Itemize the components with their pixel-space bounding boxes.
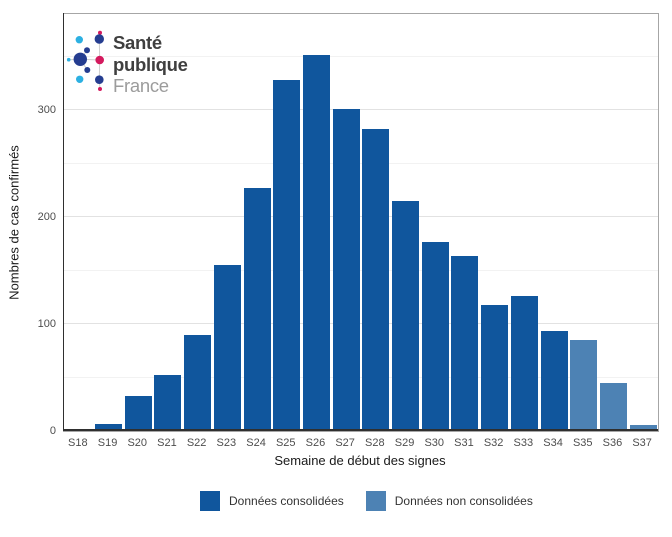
y-tick-label-200: 200 <box>37 211 56 224</box>
gridline-50 <box>64 376 658 378</box>
logo-dot-navy-large <box>73 52 87 66</box>
legend: Données consolidées Données non consolid… <box>200 491 533 511</box>
legend-swatch-consolidees <box>200 491 220 511</box>
bar-s26 <box>302 54 330 431</box>
bar-s33 <box>510 296 538 431</box>
bar-s24 <box>243 188 271 431</box>
logo-text-sante: Santé <box>113 32 162 53</box>
bar-s28 <box>362 129 390 431</box>
logo-text-publique: publique <box>113 54 188 75</box>
x-tick-label-s31: S31 <box>454 437 474 449</box>
bar-s22 <box>184 334 212 431</box>
bar-s21 <box>154 375 182 431</box>
x-tick-label-s21: S21 <box>157 437 177 449</box>
logo-dot-crimson-small-top <box>98 30 102 35</box>
x-tick-label-s33: S33 <box>513 437 534 449</box>
logo-dot-navy-small-lower <box>84 67 91 73</box>
y-tick-label-300: 300 <box>37 104 56 117</box>
x-tick-label-s20: S20 <box>127 437 148 449</box>
gridline-350 <box>64 55 658 57</box>
plot-panel: Santé publique France <box>63 13 659 432</box>
logo-dot-navy-bottom <box>95 75 104 84</box>
x-tick-label-s35: S35 <box>572 437 593 449</box>
spf-logo-icon: Santé publique France <box>66 30 188 96</box>
bar-s35 <box>570 340 598 431</box>
bar-s32 <box>481 304 509 431</box>
gridline-100 <box>64 323 658 325</box>
x-tick-label-s37: S37 <box>632 437 652 449</box>
x-tick-label-s30: S30 <box>424 437 445 449</box>
bar-s31 <box>451 255 479 431</box>
bar-s34 <box>540 330 568 431</box>
x-tick-label-s18: S18 <box>68 437 88 449</box>
bar-s25 <box>273 80 301 431</box>
x-tick-label-s25: S25 <box>275 437 296 449</box>
x-axis-line <box>63 429 658 431</box>
y-tick-label-100: 100 <box>37 318 56 331</box>
bar-s27 <box>332 109 360 431</box>
x-tick-label-s32: S32 <box>483 437 504 449</box>
logo-dot-navy-top <box>94 34 104 44</box>
bar-s19 <box>95 423 123 431</box>
logo-dot-cyan-top <box>75 36 83 44</box>
logo-dot-crimson-small-bottom <box>98 87 102 91</box>
gridline-200 <box>64 216 658 218</box>
sante-publique-france-logo: Santé publique France <box>66 18 226 105</box>
x-tick-label-s28: S28 <box>365 437 385 449</box>
gridline-250 <box>64 162 658 164</box>
x-tick-label-s27: S27 <box>335 437 355 449</box>
x-tick-label-s29: S29 <box>394 437 415 449</box>
x-tick-label-s22: S22 <box>186 437 207 449</box>
x-tick-label-s19: S19 <box>97 437 118 449</box>
y-tick-label-0: 0 <box>49 425 56 437</box>
bar-s30 <box>421 241 449 431</box>
bar-s20 <box>124 395 152 431</box>
y-axis-line <box>63 13 64 431</box>
x-tick-label-s24: S24 <box>246 437 266 449</box>
gridline-300 <box>64 109 658 111</box>
logo-dot-crimson-mid <box>95 55 104 65</box>
x-tick-label-s23: S23 <box>216 437 237 449</box>
bar-s29 <box>392 201 420 431</box>
x-tick-label-s26: S26 <box>305 437 326 449</box>
x-axis-title: Semaine de début des signes <box>274 453 446 468</box>
bar-s23 <box>213 265 241 431</box>
bar-s37 <box>629 424 657 431</box>
x-tick-label-s34: S34 <box>543 437 563 449</box>
logo-dot-cyan-bottom <box>76 75 84 83</box>
gridline-150 <box>64 269 658 271</box>
logo-dots <box>66 30 104 91</box>
bar-s36 <box>599 382 627 431</box>
logo-text-france: France <box>113 75 169 96</box>
logo-dot-navy-small-upper <box>84 47 90 54</box>
legend-swatch-non-consolidees <box>365 491 386 511</box>
legend-label-non-consolidees: Données non consolidées <box>394 494 533 508</box>
logo-dot-cyan-tiny-left <box>66 57 71 62</box>
legend-label-consolidees: Données consolidées <box>229 494 344 508</box>
x-tick-label-s36: S36 <box>602 437 623 449</box>
y-axis-title: Nombres de cas confirmés <box>6 145 22 300</box>
